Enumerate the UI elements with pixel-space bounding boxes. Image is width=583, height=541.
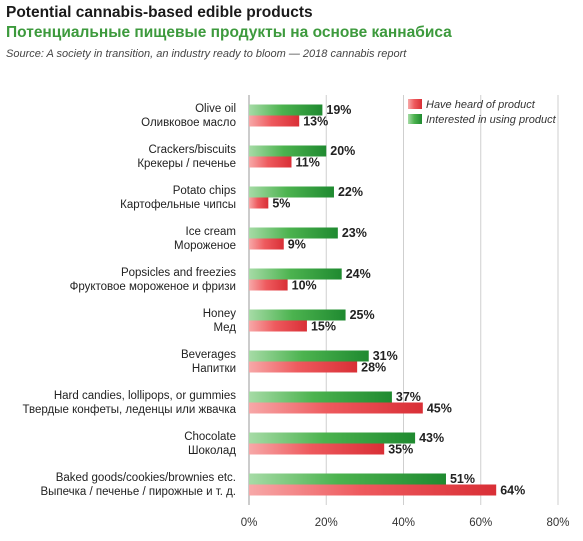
- x-tick-label: 60%: [469, 517, 492, 529]
- category-label-en: Baked goods/cookies/brownies etc.: [56, 472, 236, 484]
- category-label-ru: Шоколад: [188, 445, 236, 457]
- category-label-ru: Фруктовое мороженое и фризи: [70, 281, 236, 293]
- category-label-ru: Твердые конфеты, леденцы или жвачка: [23, 404, 237, 416]
- bar-heard: [249, 484, 497, 496]
- x-tick-label: 80%: [546, 517, 569, 529]
- data-label-heard: 15%: [311, 320, 336, 334]
- category-label-en: Popsicles and freezies: [121, 267, 236, 279]
- data-label-interested: 23%: [342, 226, 367, 240]
- bar-interested: [249, 391, 392, 403]
- category-label-ru: Крекеры / печенье: [137, 158, 236, 170]
- x-tick-label: 40%: [392, 517, 415, 529]
- chart-source: Source: A society in transition, an indu…: [6, 48, 407, 60]
- data-label-interested: 31%: [373, 349, 398, 363]
- data-label-heard: 9%: [288, 238, 306, 252]
- category-label-ru: Мороженое: [174, 240, 236, 252]
- category-label-en: Crackers/biscuits: [148, 144, 236, 156]
- data-label-heard: 10%: [292, 279, 317, 293]
- category-label-en: Hard candies, lollipops, or gummies: [54, 390, 236, 402]
- bar-heard: [249, 402, 423, 414]
- legend-swatch: [408, 99, 422, 109]
- data-label-interested: 24%: [346, 267, 371, 281]
- data-label-heard: 28%: [361, 361, 386, 375]
- category-label-ru: Картофельные чипсы: [120, 199, 236, 211]
- bar-interested: [249, 268, 342, 280]
- chart-subtitle: Потенциальные пищевые продукты на основе…: [6, 24, 452, 41]
- data-label-heard: 35%: [388, 443, 413, 457]
- bar-heard: [249, 115, 300, 127]
- bar-heard: [249, 156, 292, 168]
- bar-interested: [249, 473, 446, 485]
- bar-interested: [249, 432, 416, 444]
- category-label-en: Olive oil: [195, 103, 236, 115]
- bar-interested: [249, 309, 346, 321]
- bar-heard: [249, 279, 288, 291]
- category-label-en: Chocolate: [184, 431, 236, 443]
- data-label-interested: 19%: [326, 103, 351, 117]
- category-label-en: Honey: [203, 308, 236, 320]
- bar-interested: [249, 104, 323, 116]
- legend-label: Have heard of product: [426, 99, 536, 111]
- legend-label: Interested in using product: [426, 114, 557, 126]
- bar-interested: [249, 227, 338, 239]
- x-tick-label: 20%: [315, 517, 338, 529]
- bar-heard: [249, 443, 385, 455]
- bar-heard: [249, 320, 307, 332]
- category-label-ru: Оливковое масло: [141, 117, 236, 129]
- bar-interested: [249, 186, 334, 198]
- chart-title: Potential cannabis-based edible products: [6, 4, 313, 21]
- data-label-interested: 43%: [419, 431, 444, 445]
- category-label-ru: Напитки: [192, 363, 236, 375]
- data-label-interested: 25%: [350, 308, 375, 322]
- x-tick-label: 0%: [241, 517, 258, 529]
- data-label-heard: 13%: [303, 115, 328, 129]
- bar-interested: [249, 145, 327, 157]
- data-label-heard: 11%: [295, 156, 319, 170]
- data-label-interested: 20%: [330, 144, 355, 158]
- category-label-ru: Мед: [213, 322, 236, 334]
- bar-heard: [249, 197, 269, 209]
- bar-interested: [249, 350, 369, 362]
- data-label-interested: 51%: [450, 472, 475, 486]
- data-label-heard: 64%: [500, 484, 525, 498]
- category-label-en: Beverages: [181, 349, 236, 361]
- data-label-heard: 5%: [272, 197, 290, 211]
- category-label-ru: Выпечка / печенье / пирожные и т. д.: [40, 486, 236, 498]
- category-label-en: Potato chips: [173, 185, 237, 197]
- category-label-en: Ice cream: [186, 226, 237, 238]
- legend-swatch: [408, 114, 422, 124]
- data-label-interested: 37%: [396, 390, 421, 404]
- bar-heard: [249, 361, 358, 373]
- data-label-interested: 22%: [338, 185, 363, 199]
- bar-heard: [249, 238, 284, 250]
- data-label-heard: 45%: [427, 402, 452, 416]
